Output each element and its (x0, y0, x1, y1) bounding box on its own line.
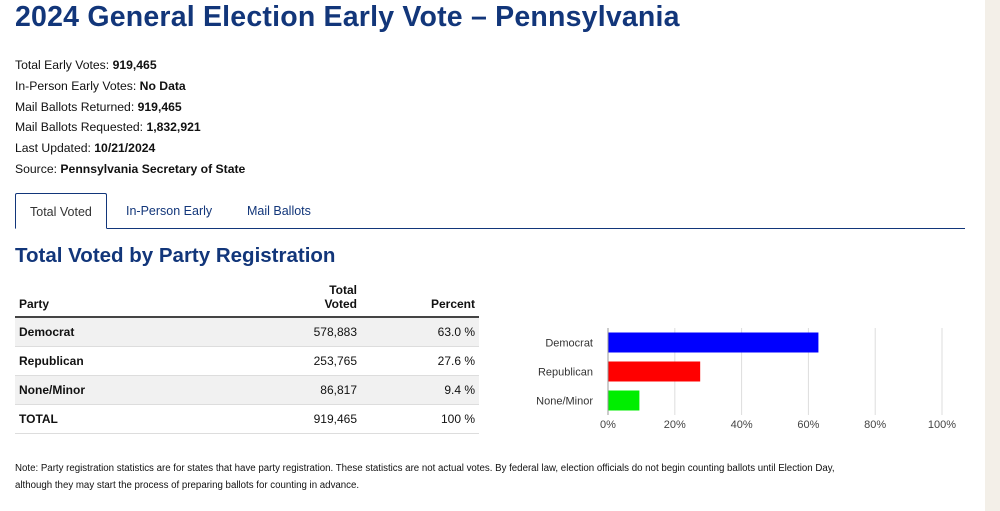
stat-last-updated: Last Updated: 10/21/2024 (15, 138, 245, 159)
stat-label: Total Early Votes: (15, 58, 110, 72)
chart-tick-label: 40% (731, 419, 753, 431)
tab-in-person-early[interactable]: In-Person Early (126, 204, 213, 218)
stat-mail-ballots-returned: Mail Ballots Returned: 919,465 (15, 97, 245, 118)
stat-label: In-Person Early Votes: (15, 78, 137, 93)
tab-bar: Total Voted In-Person Early Mail Ballots (15, 193, 965, 229)
chart-tick-label: 0% (600, 419, 616, 431)
cell-party: Republican (15, 346, 203, 376)
stat-source: Source: Pennsylvania Secretary of State (15, 159, 245, 180)
cell-percent: 27.6 % (361, 346, 479, 376)
tab-total-voted[interactable]: Total Voted (15, 193, 107, 229)
cell-total: 578,883 (203, 317, 361, 347)
cell-party: None/Minor (15, 375, 203, 405)
table-row: Democrat 578,883 63.0 % (15, 317, 479, 347)
section-title: Total Voted by Party Registration (15, 244, 336, 267)
column-header-total-voted: Total Voted (203, 283, 361, 317)
page-right-gutter (985, 0, 1000, 511)
footnote: Note: Party registration statistics are … (15, 460, 965, 494)
column-header-total-line1: Total (329, 283, 357, 297)
page-title: 2024 General Election Early Vote – Penns… (15, 1, 680, 33)
summary-stats: Total Early Votes: 919,465 In-Person Ear… (15, 55, 245, 180)
chart-bar (608, 332, 819, 353)
cell-party: TOTAL (15, 404, 203, 434)
stat-value: 919,465 (137, 99, 182, 114)
cell-party: Democrat (15, 317, 203, 347)
stat-value: 1,832,921 (146, 120, 201, 135)
table-row: Republican 253,765 27.6 % (15, 346, 479, 376)
chart-tick-label: 60% (797, 419, 819, 431)
chart-category-label: Democrat (545, 338, 593, 350)
party-registration-table: Party Total Voted Percent Democrat 578,88… (15, 283, 479, 434)
cell-total: 86,817 (203, 375, 361, 405)
table-total-row: TOTAL 919,465 100 % (15, 404, 479, 434)
column-header-percent: Percent (430, 297, 475, 311)
stat-value: No Data (139, 78, 186, 93)
stat-label: Source: (15, 161, 58, 176)
cell-percent: 63.0 % (361, 317, 479, 347)
stat-total-early-votes: Total Early Votes: 919,465 (15, 55, 245, 76)
chart-tick-label: 80% (864, 419, 886, 431)
column-header-total-line2: Voted (324, 297, 357, 311)
stat-label: Mail Ballots Returned: (15, 99, 135, 114)
stat-value: 10/21/2024 (94, 141, 156, 156)
cell-total: 253,765 (203, 346, 361, 376)
table-header-row: Party Total Voted Percent (15, 283, 479, 317)
stat-label: Mail Ballots Requested: (15, 120, 144, 135)
footnote-line-1: Note: Party registration statistics are … (15, 463, 835, 474)
stat-value: 919,465 (112, 58, 157, 72)
stat-label: Last Updated: (15, 141, 91, 156)
chart-tick-label: 100% (928, 419, 956, 431)
chart-tick-label: 20% (664, 419, 686, 431)
cell-percent: 9.4 % (361, 375, 479, 405)
chart-bar (608, 390, 640, 411)
cell-total: 919,465 (203, 404, 361, 434)
party-bar-chart: 0% 20% 40% 60% 80% 100% Democrat Republican None… (536, 328, 956, 431)
stat-in-person-early-votes: In-Person Early Votes: No Data (15, 76, 245, 97)
chart-category-label: Republican (538, 367, 593, 379)
column-header-party: Party (19, 297, 50, 311)
footnote-line-2: although they may start the process of p… (15, 480, 360, 491)
table-row: None/Minor 86,817 9.4 % (15, 375, 479, 405)
stat-value: Pennsylvania Secretary of State (60, 161, 246, 176)
tab-mail-ballots[interactable]: Mail Ballots (247, 204, 311, 218)
cell-percent: 100 % (361, 404, 479, 434)
chart-bar (608, 361, 701, 382)
chart-category-label: None/Minor (536, 396, 593, 408)
stat-mail-ballots-requested: Mail Ballots Requested: 1,832,921 (15, 117, 245, 138)
